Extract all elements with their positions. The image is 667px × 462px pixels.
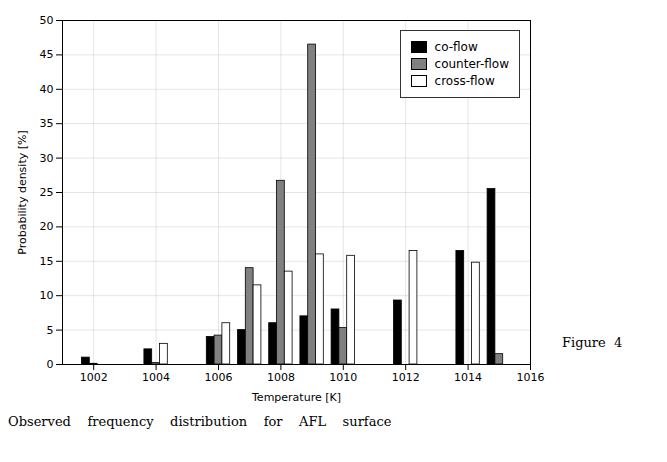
svg-text:1008: 1008 [267,371,295,384]
svg-text:50: 50 [40,14,54,27]
svg-text:45: 45 [40,48,54,61]
svg-text:1014: 1014 [454,371,482,384]
svg-text:1002: 1002 [80,371,108,384]
html-text:Figure 4: Figure 4 [562,335,623,350]
svg-text:20: 20 [40,220,54,233]
svg-text:Temperature [K]: Temperature [K] [251,391,341,404]
svg-text:25: 25 [40,186,54,199]
svg-text:1012: 1012 [392,371,420,384]
svg-text:10: 10 [40,289,54,302]
svg-text:1004: 1004 [142,371,170,384]
html-text:Observed frequency distributio: Observed frequency distribution for AFL … [8,414,392,429]
svg-text:35: 35 [40,117,54,130]
svg-text:40: 40 [40,83,54,96]
svg-text:30: 30 [40,152,54,165]
svg-text:1016: 1016 [517,371,545,384]
html-text:cross-flow: cross-flow [434,74,495,88]
svg-text:1010: 1010 [329,371,357,384]
svg-text:15: 15 [40,255,54,268]
html-text:co-flow: co-flow [434,40,478,54]
svg-text:Probability density [%]: Probability density [%] [16,130,29,255]
svg-text:5: 5 [47,324,54,337]
html-text:counter-flow: counter-flow [434,57,509,71]
svg-text:1006: 1006 [205,371,233,384]
svg-text:0: 0 [47,358,54,371]
